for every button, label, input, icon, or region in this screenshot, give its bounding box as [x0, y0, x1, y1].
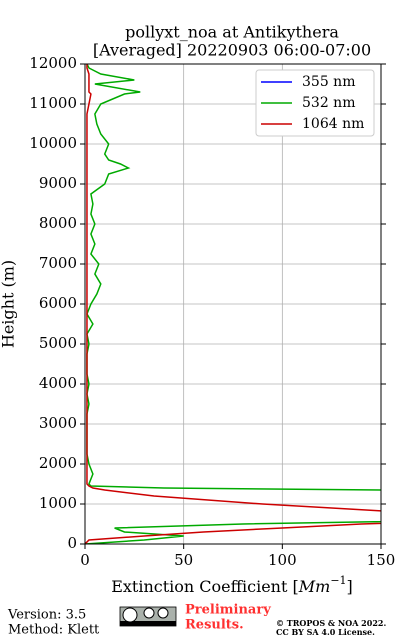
legend-label: 532 nm: [302, 95, 355, 111]
copyright: CC BY SA 4.0 License.: [276, 627, 375, 637]
legend-label: 1064 nm: [302, 116, 364, 132]
x-tick-label: 100: [268, 551, 297, 569]
x-label-close: ]: [347, 577, 353, 596]
legend-box: [255, 69, 375, 137]
cc-logo: [119, 606, 177, 627]
chart-title: [Averaged] 20220903 06:00-07:00: [93, 41, 371, 60]
y-tick-label: 0: [67, 534, 77, 552]
y-tick-label: 11000: [29, 94, 77, 112]
x-label-unit: Mm: [298, 577, 331, 596]
y-tick-label: 10000: [29, 134, 77, 152]
copyright: © TROPOS & NOA 2022.: [276, 618, 386, 628]
y-tick-label: 2000: [39, 454, 77, 472]
x-label-text: Extinction Coefficient [: [111, 577, 299, 596]
legend-label: 355 nm: [302, 74, 355, 90]
notice: Results.: [185, 618, 244, 633]
y-tick-label: 4000: [39, 374, 77, 392]
x-label-exponent: −1: [330, 574, 346, 587]
y-tick-label: 7000: [39, 254, 77, 272]
x-tick-label: 0: [80, 551, 90, 569]
y-tick-label: 1000: [39, 494, 77, 512]
y-tick-label: 8000: [39, 214, 77, 232]
y-tick-label: 3000: [39, 414, 77, 432]
method: Method: Klett: [8, 623, 100, 638]
x-axis-label: Extinction Coefficient [Mm−1]: [111, 574, 353, 596]
x-tick-label: 50: [174, 551, 193, 569]
x-tick-label: 150: [367, 551, 396, 569]
notice: Preliminary: [185, 603, 271, 618]
series-line: [85, 64, 381, 544]
y-tick-label: 9000: [39, 174, 77, 192]
y-tick-label: 6000: [39, 294, 77, 312]
version: Version: 3.5: [7, 608, 86, 623]
y-tick-label: 12000: [29, 54, 77, 72]
y-tick-label: 5000: [39, 334, 77, 352]
chart-title: pollyxt_noa at Antikythera: [125, 23, 339, 42]
y-axis-label: Height (m): [0, 260, 18, 348]
